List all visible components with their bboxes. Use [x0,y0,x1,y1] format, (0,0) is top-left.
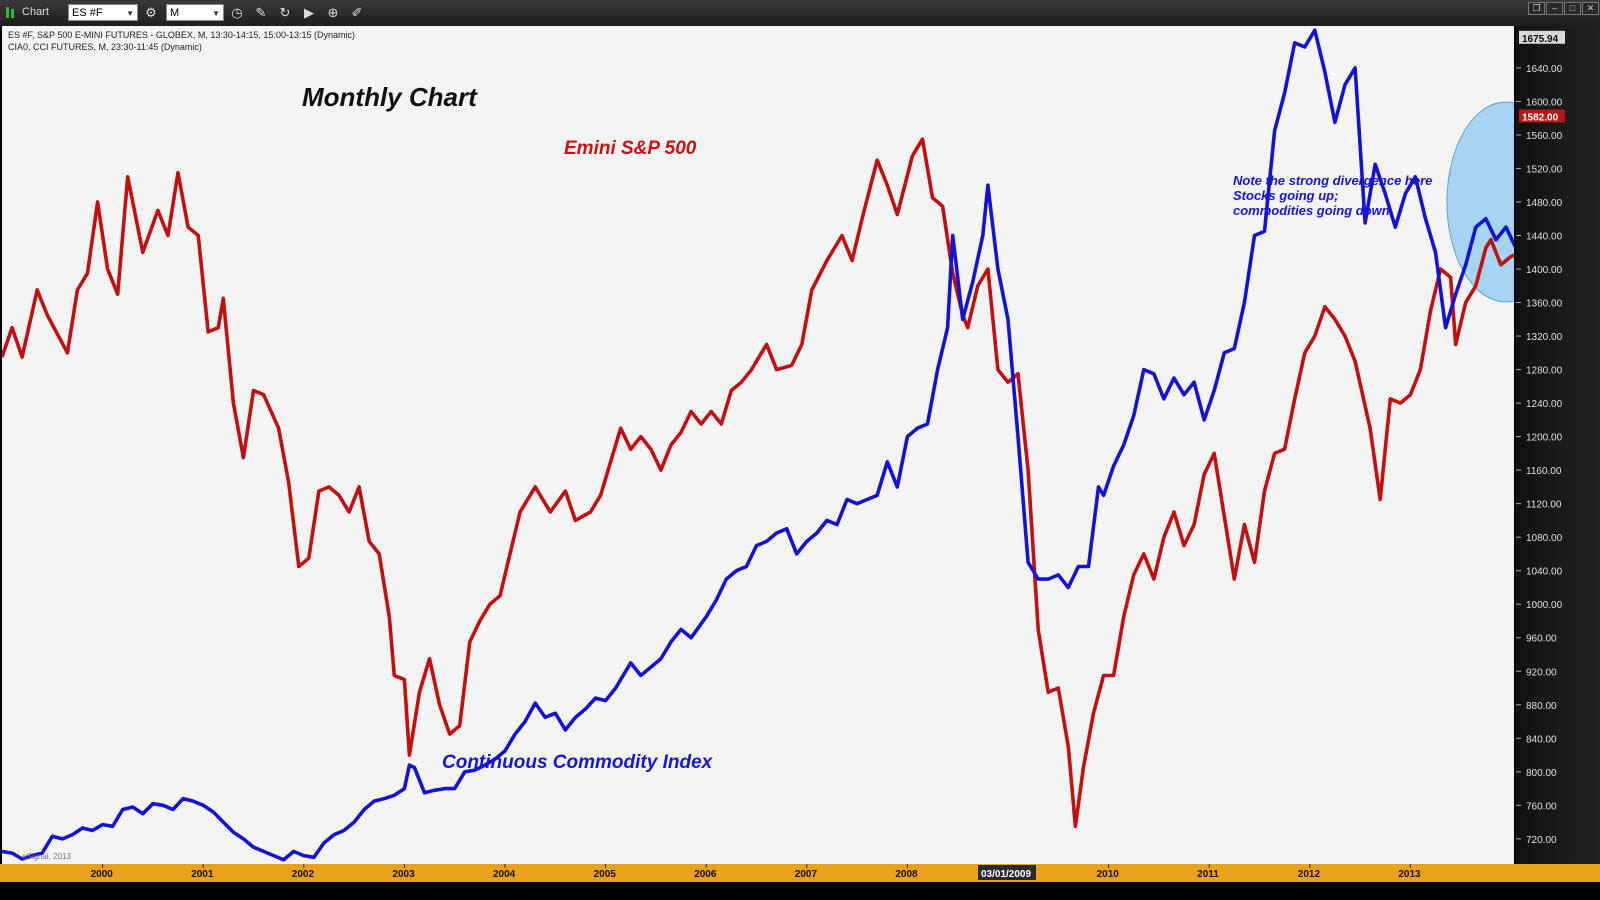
y-tick-label: 1080.00 [1526,533,1563,544]
y-tick-label: 1000.00 [1526,600,1563,611]
tool-icon[interactable]: ✐ [351,5,363,20]
y-tick-label: 1400.00 [1526,265,1563,276]
x-tick-label: 2011 [1197,869,1219,880]
y-tick-label: 1520.00 [1526,164,1563,175]
maximize-icon[interactable]: □ [1564,2,1581,15]
y-tick-label: 1600.00 [1526,97,1563,108]
x-tick-label: 2010 [1097,869,1120,880]
y-tick-label: 720.00 [1526,835,1557,846]
y-tick-label: 920.00 [1526,667,1557,678]
y-axis-labels: 720.00 760.00 800.00 840.00 880.00 920.00 960.… [1516,30,1565,846]
y-tick-label: 1200.00 [1526,433,1563,444]
watermark: eSignal, 2013 [22,852,71,861]
series-header-sp500: ES #F, S&P 500 E-MINI FUTURES - GLOBEX, … [8,30,355,40]
sp500-last-tag: 1582.00 [1519,109,1565,124]
x-highlight-bg [977,865,1036,880]
clock-icon[interactable]: ◷ [231,5,243,20]
minimize-icon[interactable]: – [1546,2,1563,15]
y-tick-label: 1640.00 [1526,64,1563,75]
x-tick-label: 2007 [795,869,818,880]
y-tick-label: 1480.00 [1526,198,1563,209]
x-tick-label: 2000 [91,869,114,880]
sp500-last-tag-text: 1582.00 [1522,113,1559,124]
sp500-line [2,137,1514,829]
x-tick-label: 2003 [392,869,415,880]
y-tick-label: 1320.00 [1526,332,1563,343]
x-tick-label: 2012 [1298,869,1321,880]
top-value-tag-bg [1519,30,1565,44]
interval-select[interactable]: M ▼ [166,4,224,21]
note-line: Stocks going up; [1233,188,1339,203]
zoom-icon[interactable]: ⊕ [327,5,339,20]
chart-app-icon [4,4,18,21]
x-axis-labels: 2000 2001 2002 2003 2004 2005 2006 2007 2008 2010… [91,864,1421,880]
symbol-value: ES #F [72,7,103,19]
y-tick-label: 880.00 [1526,701,1557,712]
cci-line [2,28,1514,862]
y-tick-label: 1160.00 [1526,466,1562,477]
chart-title: Monthly Chart [302,82,477,112]
y-tick-label: 800.00 [1526,768,1557,779]
y-tick-label: 1240.00 [1526,399,1563,410]
x-tick-label: 2013 [1398,869,1421,880]
interval-value: M [170,7,180,19]
sp500-last-tag-bg [1519,109,1565,123]
note-line: Note the strong divergence here [1233,173,1433,188]
y-tick-label: 1360.00 [1526,299,1563,310]
cci-label: Continuous Commodity Index [442,752,713,773]
x-tick-label: 2004 [493,869,516,880]
top-value-tag: 1675.94 [1519,30,1565,45]
plot-area[interactable]: ES #F, S&P 500 E-MINI FUTURES - GLOBEX, … [2,26,1514,864]
y-tick-label: 960.00 [1526,634,1557,645]
x-tick-label: 2005 [594,869,617,880]
x-tick-label: 2002 [292,869,315,880]
restore-icon[interactable]: ❐ [1528,2,1545,15]
y-tick-label: 1040.00 [1526,567,1563,578]
x-highlight-label: 03/01/2009 [981,869,1031,880]
close-icon[interactable]: ✕ [1582,2,1599,15]
window-title: Chart [22,6,49,18]
settings-icon[interactable]: ⚙ [145,5,157,20]
series-header-cci: CIA0, CCI FUTURES, M, 23:30-11:45 (Dynam… [8,42,202,52]
y-tick-label: 1120.00 [1526,500,1562,511]
y-axis[interactable]: 720.00 760.00 800.00 840.00 880.00 920.00 960.… [1516,26,1600,864]
y-tick-label: 1440.00 [1526,232,1563,243]
x-tick-label: 2006 [694,869,717,880]
y-tick-label: 760.00 [1526,801,1557,812]
sp500-label: Emini S&P 500 [564,138,697,159]
y-tick-label: 840.00 [1526,734,1557,745]
symbol-input[interactable]: ES #F ▼ [68,4,138,21]
refresh-icon[interactable]: ↻ [279,5,291,20]
price-chart [2,28,1514,862]
top-value-tag-text: 1675.94 [1522,34,1559,45]
chevron-down-icon: ▼ [212,9,220,18]
window-titlebar: Chart ES #F ▼ ⚙ M ▼ ◷ ✎ ↻ ▶ ⊕ ✐ ❐ – □ ✕ [0,0,1600,27]
status-strip [0,882,1600,900]
divergence-note: Note the strong divergence here Stocks g… [1233,173,1432,218]
pencil-icon[interactable]: ✎ [255,5,267,20]
y-tick-label: 1560.00 [1526,131,1563,142]
chevron-down-icon: ▼ [126,9,134,18]
x-axis[interactable]: 2000 2001 2002 2003 2004 2005 2006 2007 2008 2010… [0,864,1600,882]
x-tick-label: 2001 [191,869,214,880]
x-tick-label: 2008 [895,869,918,880]
y-tick-label: 1280.00 [1526,366,1563,377]
note-line: commodities going down [1233,203,1390,218]
play-icon[interactable]: ▶ [304,5,314,20]
